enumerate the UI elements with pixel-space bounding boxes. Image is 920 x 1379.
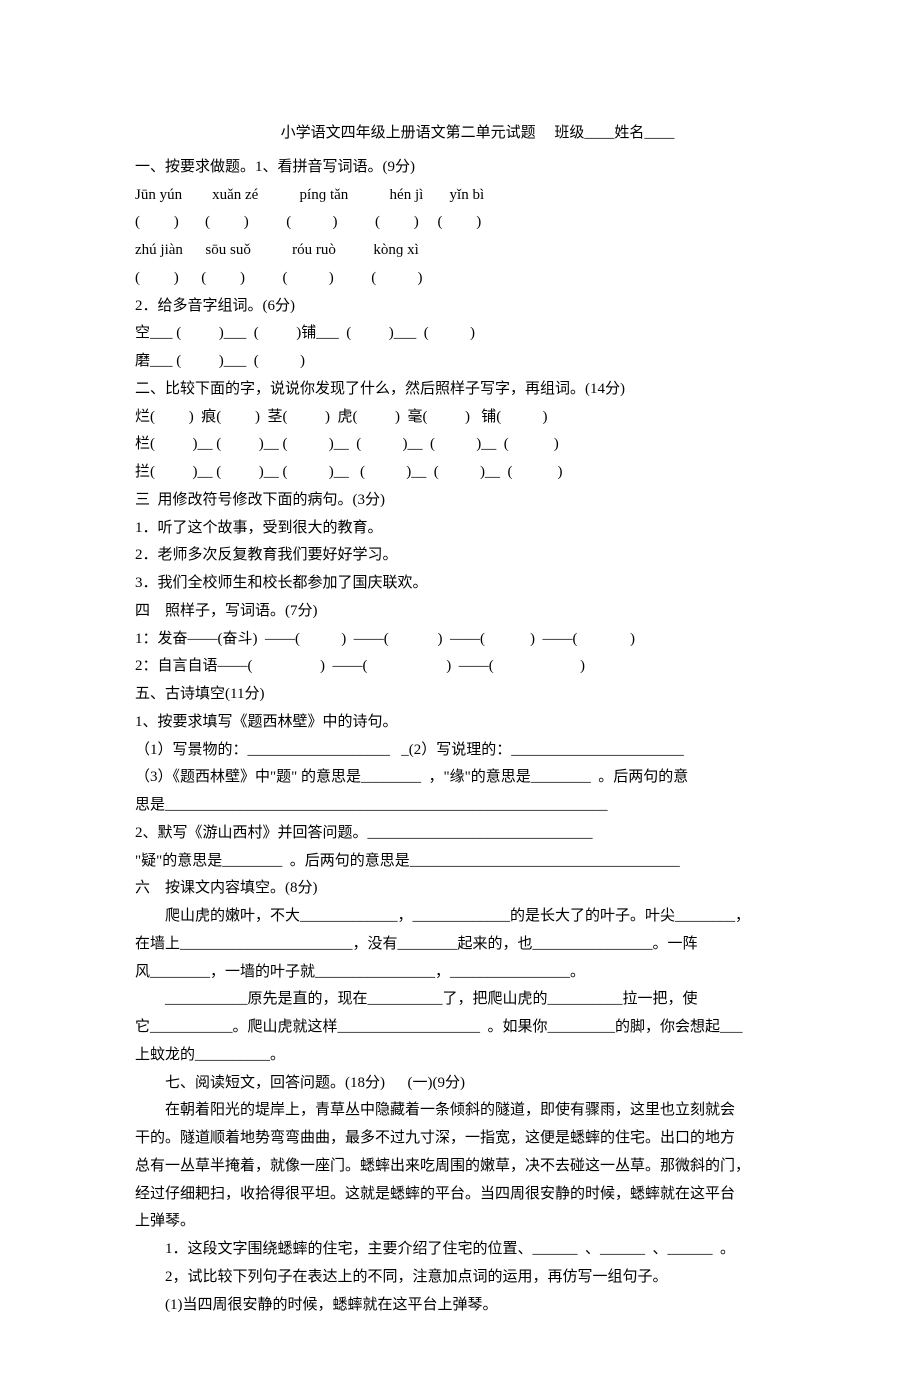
exam-line: ( ) ( ) ( ) ( ) xyxy=(135,265,820,293)
exam-line: 磨___ ( )___ ( ) xyxy=(135,348,820,376)
exam-line: 烂( ) 痕( ) 茎( ) 虎( ) 毫( ) 铺( ) xyxy=(135,404,820,432)
exam-line: 总有一丛草半掩着，就像一座门。蟋蟀出来吃周围的嫩草，决不去碰这一丛草。那微斜的门… xyxy=(135,1153,820,1181)
exam-line: 1：发奋——(奋斗) ——( ) ——( ) ——( ) ——( ) xyxy=(135,626,820,654)
exam-line: 上蚊龙的__________。 xyxy=(135,1042,820,1070)
exam-line: （1）写景物的：___________________ _(2）写说理的：___… xyxy=(135,737,820,765)
exam-line: 爬山虎的嫩叶，不大_____________，_____________的是长大… xyxy=(135,903,820,931)
exam-line: 1．这段文字围绕蟋蟀的住宅，主要介绍了住宅的位置、______ 、______ … xyxy=(135,1236,820,1264)
exam-line: ___________原先是直的，现在__________了，把爬山虎的____… xyxy=(135,986,820,1014)
exam-line: 经过仔细耙扫，收拾得很平坦。这就是蟋蟀的平台。当四周很安静的时候，蟋蟀就在这平台 xyxy=(135,1181,820,1209)
exam-line: 六 按课文内容填空。(8分) xyxy=(135,875,820,903)
exam-title: 小学语文四年级上册语文第二单元试题 班级____姓名____ xyxy=(135,120,820,148)
exam-line: 2、默写《游山西村》并回答问题。________________________… xyxy=(135,820,820,848)
exam-line: "疑"的意思是________ 。后两句的意思是________________… xyxy=(135,848,820,876)
exam-line: 栏( )__ ( )__ ( )__ ( )__ ( )__ ( ) xyxy=(135,431,820,459)
exam-line: 五、古诗填空(11分) xyxy=(135,681,820,709)
exam-line: 1、按要求填写《题西林壁》中的诗句。 xyxy=(135,709,820,737)
exam-line: 上弹琴。 xyxy=(135,1208,820,1236)
exam-line: 空___ ( )___ ( )铺___ ( )___ ( ) xyxy=(135,320,820,348)
exam-line: ( ) ( ) ( ) ( ) ( ) xyxy=(135,209,820,237)
exam-line: 2，试比较下列句子在表达上的不同，注意加点词的运用，再仿写一组句子。 xyxy=(135,1264,820,1292)
exam-line: (1)当四周很安静的时候，蟋蟀就在这平台上弹琴。 xyxy=(135,1292,820,1320)
exam-line: （3）《题西林壁》中"题" 的意思是________ ，"缘"的意思是_____… xyxy=(135,764,820,792)
exam-line: 2．老师多次反复教育我们要好好学习。 xyxy=(135,542,820,570)
exam-line: 在朝着阳光的堤岸上，青草丛中隐藏着一条倾斜的隧道，即使有骤雨，这里也立刻就会 xyxy=(135,1097,820,1125)
exam-content: 一、按要求做题。1、看拼音写词语。(9分)Jūn yún xuǎn zé pín… xyxy=(135,154,820,1320)
exam-line: 它___________。爬山虎就这样___________________ 。… xyxy=(135,1014,820,1042)
exam-line: 七、阅读短文，回答问题。(18分) (一)(9分) xyxy=(135,1070,820,1098)
exam-line: 四 照样子，写词语。(7分) xyxy=(135,598,820,626)
exam-line: 1．听了这个故事，受到很大的教育。 xyxy=(135,515,820,543)
exam-line: 一、按要求做题。1、看拼音写词语。(9分) xyxy=(135,154,820,182)
exam-line: zhú jiàn sōu suǒ róu ruò kònɡ xì xyxy=(135,237,820,265)
exam-line: 风________，一墙的叶子就________________，_______… xyxy=(135,959,820,987)
exam-line: 干的。隧道顺着地势弯弯曲曲，最多不过九寸深，一指宽，这便是蟋蟀的住宅。出口的地方 xyxy=(135,1125,820,1153)
exam-line: Jūn yún xuǎn zé pínɡ tǎn hén jì yǐn bì xyxy=(135,182,820,210)
exam-line: 拦( )__ ( )__ ( )__ ( )__ ( )__ ( ) xyxy=(135,459,820,487)
exam-line: 二、比较下面的字，说说你发现了什么，然后照样子写字，再组词。(14分) xyxy=(135,376,820,404)
exam-line: 在墙上_______________________，没有________起来的… xyxy=(135,931,820,959)
exam-line: 3．我们全校师生和校长都参加了国庆联欢。 xyxy=(135,570,820,598)
exam-line: 2．给多音字组词。(6分) xyxy=(135,293,820,321)
exam-line: 三 用修改符号修改下面的病句。(3分) xyxy=(135,487,820,515)
exam-line: 2：自言自语——( ) ——( ) ——( ) xyxy=(135,653,820,681)
exam-line: 思是______________________________________… xyxy=(135,792,820,820)
